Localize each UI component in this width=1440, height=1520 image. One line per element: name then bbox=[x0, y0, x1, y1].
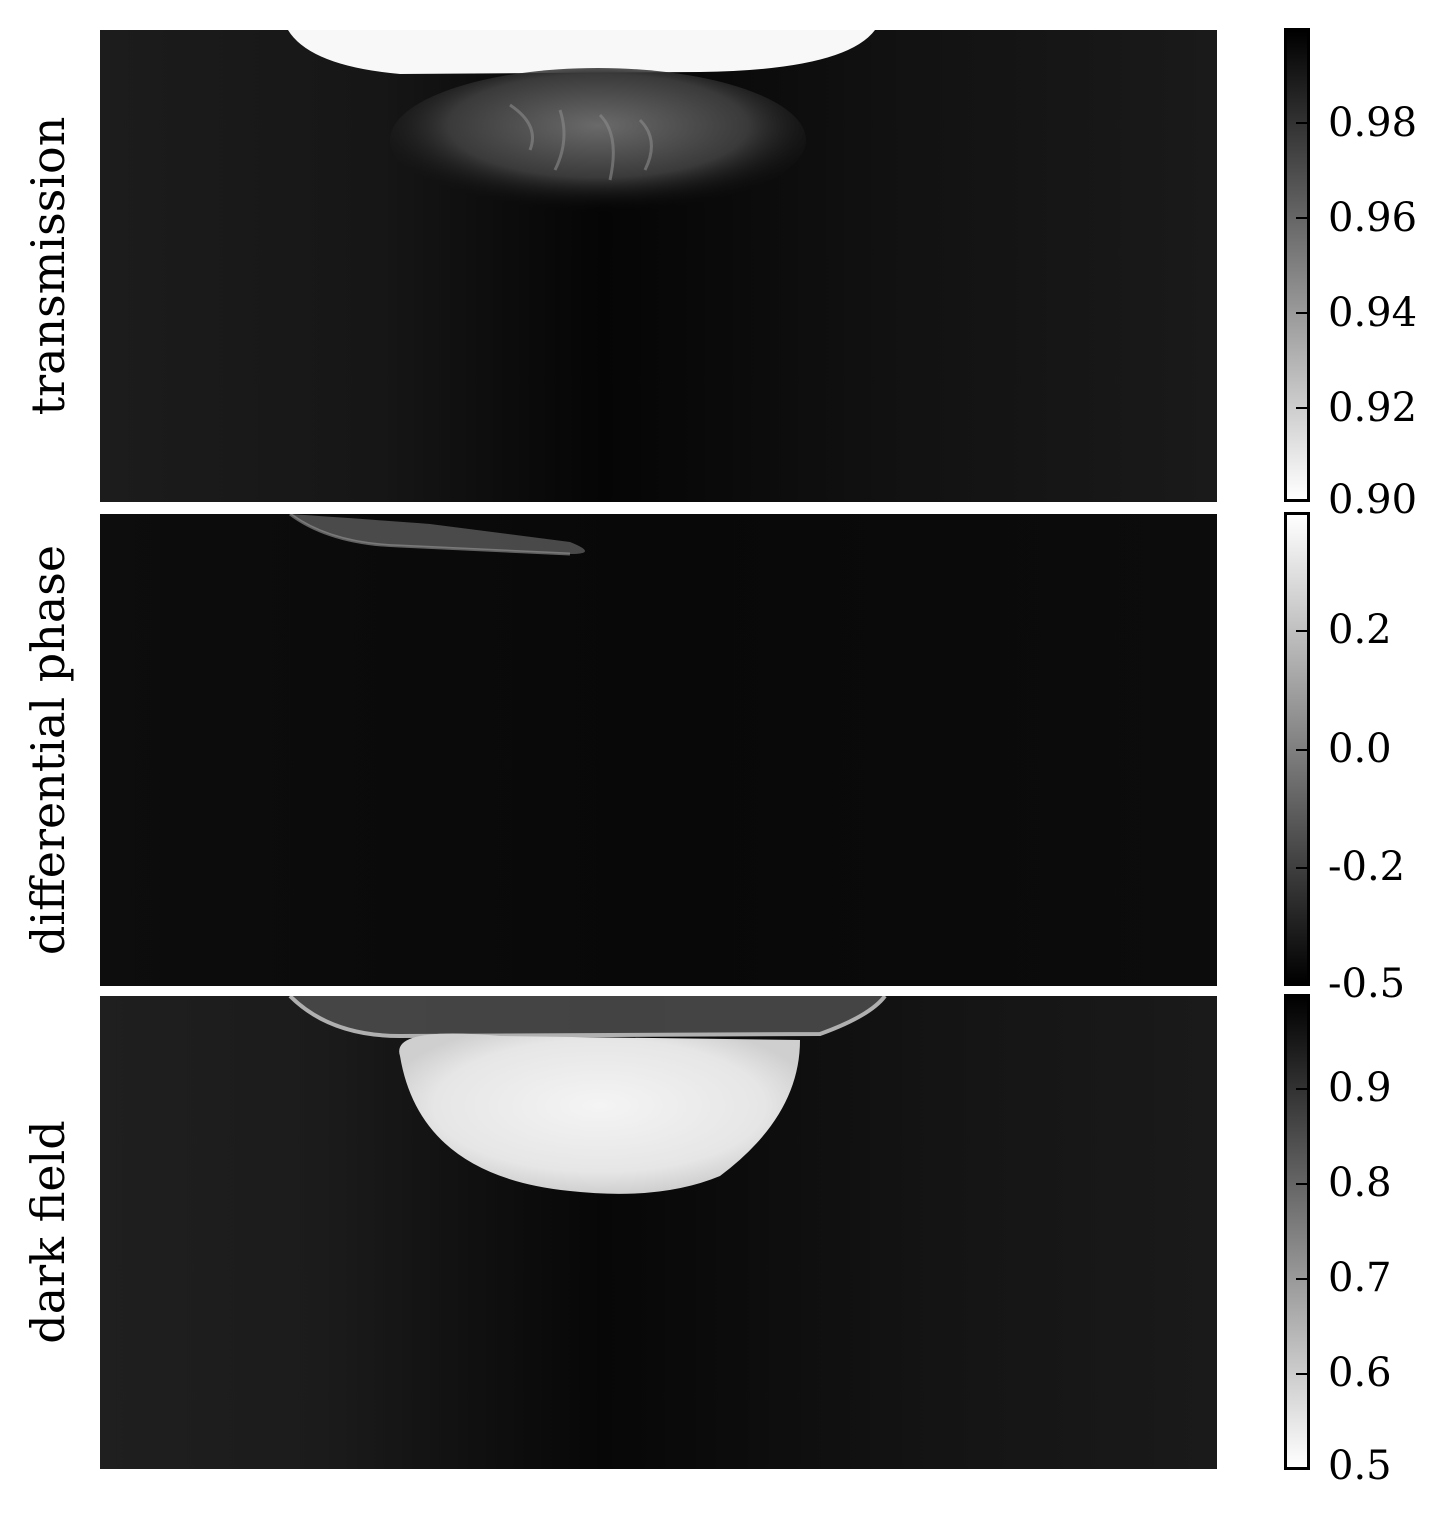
panel-label-differential-phase: differential phase bbox=[21, 544, 75, 956]
colorbar-tick-label: 0.96 bbox=[1328, 195, 1418, 241]
panel-label-transmission: transmission bbox=[21, 116, 75, 416]
colorbar-tick-label: 0.94 bbox=[1328, 290, 1418, 336]
colorbar-dark-field bbox=[1284, 994, 1310, 1470]
colorbar-tick bbox=[1296, 1183, 1310, 1185]
colorbar-tick-label: 0.90 bbox=[1328, 477, 1418, 523]
panel-label-dark-field: dark field bbox=[21, 1120, 75, 1344]
colorbar-tick-label: -0.2 bbox=[1328, 844, 1406, 890]
colorbar-tick-label: 0.7 bbox=[1328, 1255, 1392, 1301]
colorbar-tick bbox=[1296, 312, 1310, 314]
colorbar-tick-label: 0.9 bbox=[1328, 1065, 1392, 1111]
colorbar-tick-label: 0.92 bbox=[1328, 385, 1418, 431]
differential-phase-image bbox=[100, 514, 1217, 986]
colorbar-tick bbox=[1296, 122, 1310, 124]
colorbar-tick bbox=[1296, 630, 1310, 632]
colorbar-tick bbox=[1296, 1373, 1310, 1375]
colorbar-tick bbox=[1296, 1278, 1310, 1280]
colorbar-tick bbox=[1296, 1088, 1310, 1090]
colorbar-tick-label: 0.8 bbox=[1328, 1160, 1392, 1206]
colorbar-tick-label: 0.98 bbox=[1328, 100, 1418, 146]
colorbar-tick-label: 0.6 bbox=[1328, 1350, 1392, 1396]
dark-field-image bbox=[100, 996, 1217, 1469]
transmission-image bbox=[100, 30, 1217, 502]
colorbar-tick bbox=[1296, 749, 1310, 751]
colorbar-tick-label: 0.0 bbox=[1328, 726, 1392, 772]
colorbar-tick bbox=[1296, 867, 1310, 869]
colorbar-tick-label: -0.5 bbox=[1328, 961, 1406, 1007]
colorbar-transmission bbox=[1284, 28, 1310, 502]
colorbar-tick-label: 0.5 bbox=[1328, 1443, 1392, 1489]
colorbar-tick-label: 0.2 bbox=[1328, 607, 1392, 653]
colorbar-tick bbox=[1296, 407, 1310, 409]
colorbar-tick bbox=[1296, 217, 1310, 219]
